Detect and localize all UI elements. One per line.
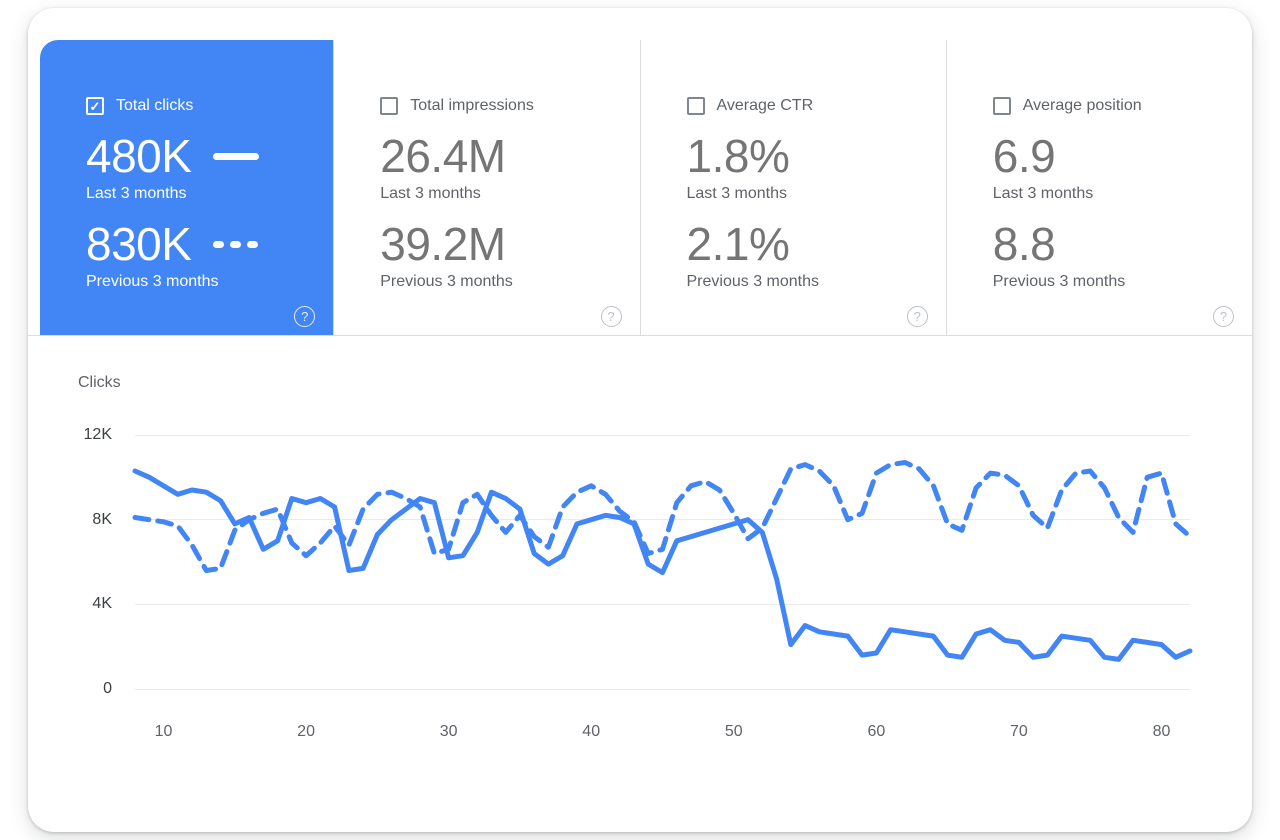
x-axis-tick-label: 20 — [297, 723, 315, 740]
metric-value-current: 480K — [86, 130, 192, 182]
checkbox-total-impressions[interactable] — [380, 97, 399, 115]
metric-value-previous: 39.2M — [380, 218, 506, 270]
metric-card-content: Total impressions 26.4M Last 3 months 39… — [380, 96, 625, 304]
check-icon: ✓ — [89, 98, 101, 114]
x-axis-tick-label: 70 — [1010, 723, 1028, 740]
metric-value-current: 26.4M — [380, 130, 506, 182]
question-mark-glyph: ? — [913, 309, 921, 324]
metric-period-previous: Previous 3 months — [686, 273, 820, 290]
clicks-chart[interactable]: Clicks 0 4K 8K 12K 10 20 30 40 50 60 70 80 — [28, 8, 1252, 832]
question-mark-glyph: ? — [301, 309, 309, 324]
question-mark-glyph: ? — [1219, 309, 1228, 324]
x-axis-tick-label: 50 — [724, 723, 743, 740]
series-line-solid — [132, 468, 1193, 662]
x-axis-tick-label: 30 — [439, 723, 458, 740]
metric-card-content: Average position 6.9 Last 3 months 8.8 P… — [992, 96, 1238, 304]
metric-label: Total clicks — [116, 97, 194, 114]
help-icon[interactable]: ? — [1213, 306, 1234, 327]
help-icon[interactable]: ? — [600, 306, 622, 327]
metric-card-content: ✓ Total clicks 480K Last 3 months 830K P… — [86, 96, 319, 304]
x-axis-tick-label: 40 — [582, 723, 601, 740]
y-axis-tick-label: 0 — [103, 680, 112, 697]
metric-value-previous: 2.1% — [686, 218, 790, 270]
metric-label: Total impressions — [410, 97, 534, 114]
metric-card-total-impressions[interactable]: Total impressions 26.4M Last 3 months 39… — [333, 40, 639, 335]
gridline — [135, 434, 1190, 436]
metric-value-previous: 8.8 — [992, 218, 1056, 270]
metric-period-previous: Previous 3 months — [992, 273, 1126, 290]
gridline — [135, 688, 1190, 690]
metric-label: Average CTR — [716, 97, 814, 114]
metric-period-current: Last 3 months — [380, 185, 481, 202]
solid-line-legend-icon — [213, 152, 260, 160]
help-icon[interactable]: ? — [294, 306, 316, 327]
metric-label: Average position — [1022, 97, 1142, 114]
question-mark-glyph: ? — [607, 309, 615, 324]
help-icon[interactable]: ? — [906, 306, 928, 327]
x-axis-tick-label: 60 — [867, 723, 886, 740]
y-axis-tick-label: 8K — [92, 510, 112, 528]
metric-card-average-position[interactable]: Average position 6.9 Last 3 months 8.8 P… — [945, 40, 1252, 335]
metric-card-average-ctr[interactable]: Average CTR 1.8% Last 3 months 2.1% Prev… — [639, 40, 946, 335]
checkbox-average-position[interactable] — [992, 97, 1011, 115]
metric-period-current: Last 3 months — [992, 185, 1094, 202]
metrics-row: ✓ Total clicks 480K Last 3 months 830K P… — [28, 40, 1252, 336]
dashed-line-legend-icon — [213, 240, 259, 248]
y-axis-tick-label: 12K — [83, 426, 112, 443]
metric-value-previous: 830K — [86, 218, 192, 270]
metric-value-current: 1.8% — [686, 130, 790, 182]
gridline — [135, 519, 1190, 521]
metric-card-content: Average CTR 1.8% Last 3 months 2.1% Prev… — [686, 96, 932, 304]
metric-period-previous: Previous 3 months — [86, 273, 219, 290]
performance-dashboard-card: ✓ Total clicks 480K Last 3 months 830K P… — [28, 8, 1252, 832]
x-axis-tick-label: 10 — [154, 723, 173, 740]
metric-period-previous: Previous 3 months — [380, 273, 513, 290]
metric-period-current: Last 3 months — [86, 185, 187, 202]
metric-period-current: Last 3 months — [686, 185, 788, 202]
metric-value-current: 6.9 — [992, 130, 1056, 182]
series-line-dashed — [132, 460, 1193, 573]
chart-plot-area — [132, 460, 1193, 662]
x-axis-tick-label: 80 — [1152, 723, 1171, 740]
checkbox-average-ctr[interactable] — [686, 97, 705, 115]
gridline — [135, 603, 1190, 605]
y-axis-tick-label: 4K — [92, 595, 112, 613]
selected-card-background — [40, 40, 334, 335]
metric-card-total-clicks[interactable]: ✓ Total clicks 480K Last 3 months 830K P… — [28, 40, 334, 335]
chart-title: Clicks — [78, 374, 121, 391]
checkbox-total-clicks[interactable]: ✓ — [86, 97, 104, 115]
